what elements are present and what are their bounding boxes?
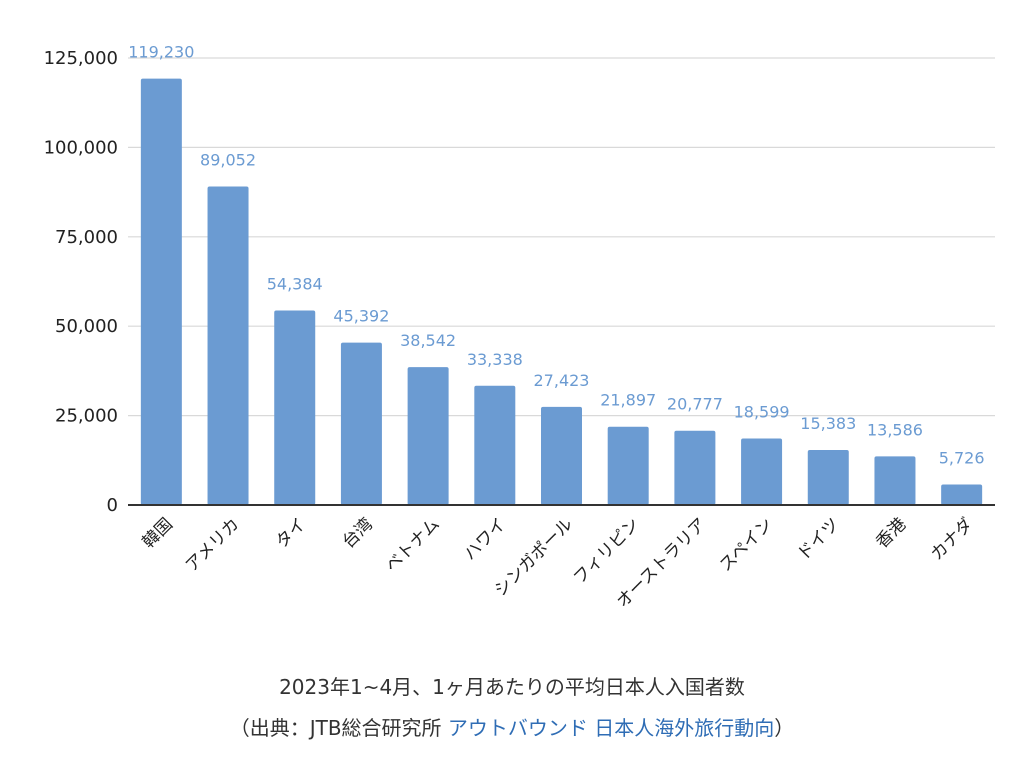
source-suffix: ） [774, 716, 795, 740]
bar [941, 484, 983, 505]
bar [407, 367, 449, 505]
bar [874, 456, 916, 505]
bar-value-label: 89,052 [200, 151, 256, 170]
category-label: ドイツ [794, 514, 844, 564]
bar [274, 310, 316, 505]
source-prefix: （出典：JTB総合研究所 [229, 716, 448, 740]
bar [807, 449, 849, 505]
y-tick-label: 25,000 [55, 406, 118, 427]
bar [207, 186, 249, 505]
category-label: ベトナム [382, 514, 444, 576]
bar [607, 426, 649, 505]
bar-value-label: 5,726 [939, 449, 985, 468]
category-label: タイ [272, 514, 310, 552]
bar [741, 438, 783, 505]
bar [340, 342, 382, 505]
bar-value-label: 27,423 [534, 371, 590, 390]
category-label: 韓国 [139, 514, 177, 552]
y-tick-label: 75,000 [55, 227, 118, 248]
category-label: カナダ [927, 514, 977, 564]
bar-value-label: 20,777 [667, 395, 723, 414]
category-label: アメリカ [182, 514, 244, 576]
bar [140, 78, 182, 506]
bar [674, 430, 716, 505]
category-label: 香港 [872, 514, 910, 552]
bar-value-label: 18,599 [734, 402, 790, 421]
grid-lines [128, 57, 995, 417]
bar-value-label: 13,586 [867, 420, 923, 439]
x-axis-categories: 韓国 アメリカ タイ 台湾 ベトナム ハワイシンガポールフィリピンオーストラリア スペインド… [139, 514, 977, 612]
category-label: スペイン [716, 514, 777, 575]
source-link[interactable]: アウトバウンド 日本人海外旅行動向 [447, 716, 775, 740]
chart-source: （出典：JTB総合研究所 アウトバウンド 日本人海外旅行動向） [0, 712, 1024, 741]
bars [140, 78, 983, 506]
category-label: 台湾 [339, 514, 377, 552]
bar-value-label: 54,384 [267, 275, 323, 294]
bar-value-label: 33,338 [467, 350, 523, 369]
category-label: ハワイ [460, 514, 510, 564]
bar-value-label: 45,392 [333, 307, 389, 326]
y-tick-label: 50,000 [55, 316, 118, 337]
caption-text: 2023年1~4月、1ヶ月あたりの平均日本人入国者数 [279, 675, 745, 699]
y-axis-ticks: 0 25,000 50,000 75,000 100,000 125,000 [44, 48, 118, 516]
bar [474, 385, 516, 505]
bar [541, 406, 582, 505]
y-tick-label: 125,000 [44, 48, 118, 69]
bar-value-label: 38,542 [400, 331, 456, 350]
bar-value-label: 21,897 [600, 391, 656, 410]
y-tick-label: 0 [107, 495, 118, 516]
chart-caption: 2023年1~4月、1ヶ月あたりの平均日本人入国者数 [0, 671, 1024, 700]
bar-value-label: 15,383 [800, 414, 856, 433]
y-tick-label: 100,000 [44, 137, 118, 158]
bar-chart: 0 25,000 50,000 75,000 100,000 125,000 119,23… [44, 43, 995, 612]
data-labels: 119,230 89,052 54,384 45,392 38,542 33,338 27,… [128, 43, 984, 468]
bar-value-label: 119,230 [128, 43, 194, 62]
